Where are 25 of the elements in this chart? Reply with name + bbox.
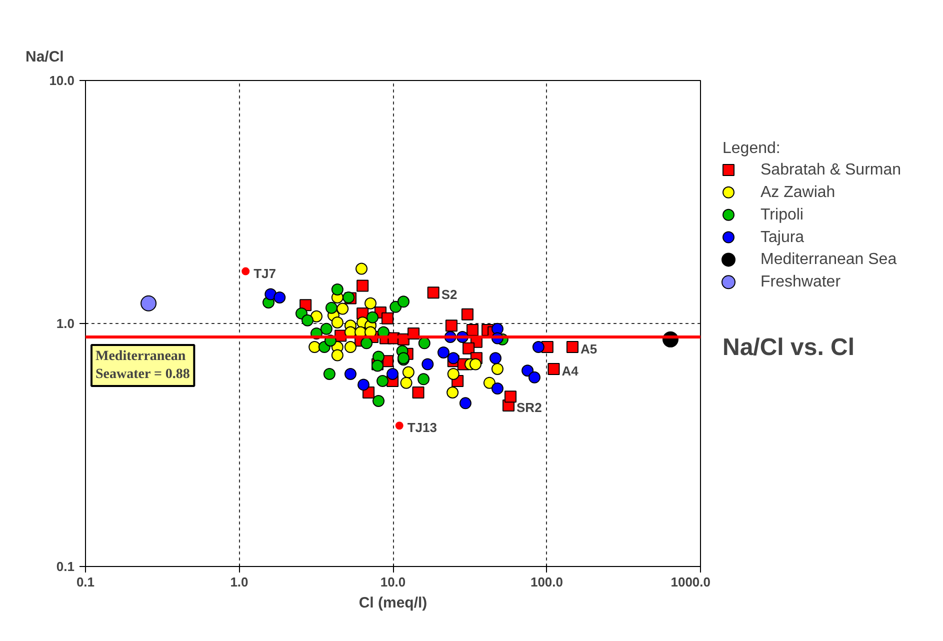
- legend-label: Sabratah & Surman: [760, 161, 902, 178]
- annotation: TJ7: [254, 266, 276, 281]
- x-tick-label: 10.0: [380, 574, 406, 590]
- x-axis-title: Cl (meq/l): [358, 594, 428, 612]
- annotation: A4: [562, 363, 580, 378]
- x-tick-label: 100.0: [530, 574, 564, 590]
- y-tick-label: 0.1: [56, 559, 75, 574]
- legend-label: Tripoli: [760, 206, 804, 224]
- annotation: SR2: [516, 400, 542, 415]
- legend-label: Az Zawiah: [760, 184, 836, 201]
- legend-label: Freshwater: [760, 274, 842, 291]
- x-tick-label: 1.0: [230, 574, 248, 590]
- annotation: A5: [580, 342, 598, 357]
- legend-label: Mediterranean Sea: [760, 251, 897, 268]
- y-tick-label: 1.0: [56, 316, 75, 331]
- legend-label: Tajura: [760, 228, 804, 246]
- y-tick-label: 10.0: [49, 73, 75, 88]
- ref-line-label: Mediterranean Seawater = 0.88: [96, 348, 190, 382]
- legend-title: Legend:: [722, 140, 780, 158]
- text: Na/Cl vs. Cl: [722, 334, 855, 361]
- annotation: S2: [441, 287, 458, 302]
- annotation: TJ13: [407, 420, 438, 436]
- x-tick-label: 0.1: [76, 574, 95, 590]
- x-tick-label: 1000.0: [670, 574, 711, 590]
- y-axis-title: Na/Cl: [26, 48, 64, 66]
